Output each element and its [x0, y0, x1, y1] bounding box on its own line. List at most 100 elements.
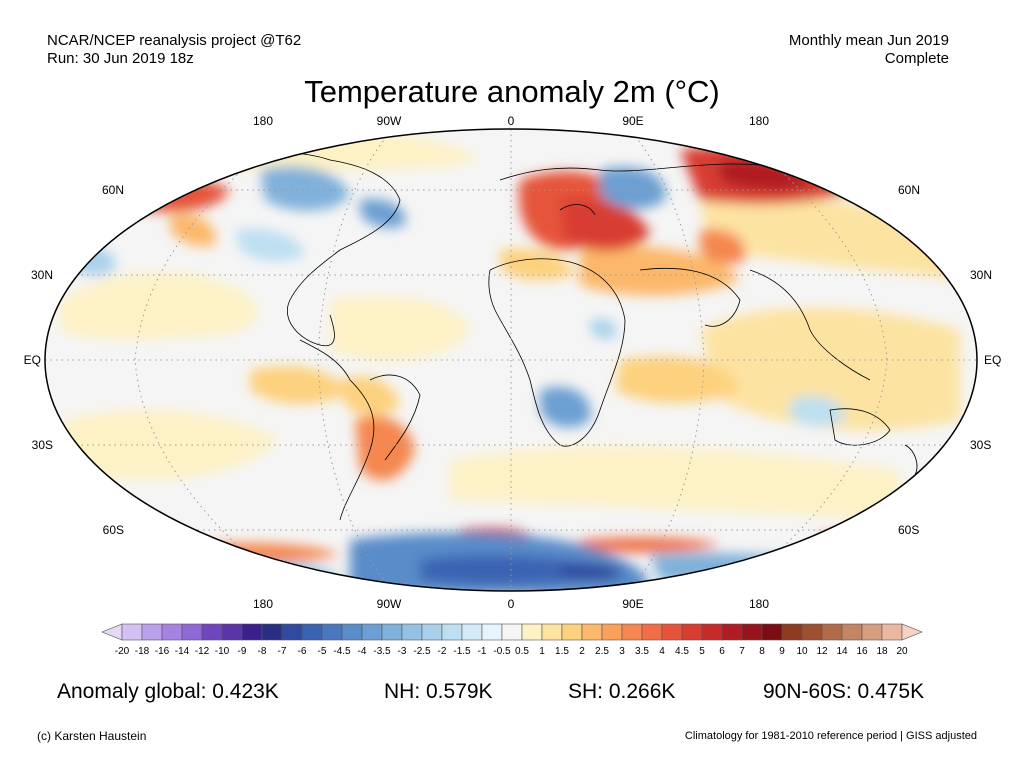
colorbar-tick-label: 1.5	[555, 646, 569, 657]
top-lon-label: 90W	[376, 114, 402, 128]
colorbar-swatch	[521, 623, 543, 641]
left-lat-label: EQ	[23, 353, 41, 367]
colorbar-swatch	[861, 623, 883, 641]
nh-anomaly: NH: 0.579K	[384, 680, 493, 703]
colorbar-swatch	[581, 623, 603, 641]
colorbar-tick-label: -6	[297, 646, 307, 657]
colorbar-tick-label: 2	[579, 646, 585, 657]
colorbar-swatch	[781, 623, 803, 641]
colorbar-tick-label: 14	[836, 646, 848, 657]
colorbar-swatch	[541, 623, 563, 641]
status-line: Complete	[884, 50, 949, 67]
colorbar-tick-label: 16	[856, 646, 868, 657]
colorbar-swatch	[421, 623, 443, 641]
left-lat-label: 60S	[102, 523, 124, 537]
colorbar-tick-label: 5	[699, 646, 705, 657]
colorbar-tick-label: 9	[779, 646, 785, 657]
colorbar-swatch	[821, 623, 843, 641]
colorbar-tick-label: 3.5	[635, 646, 649, 657]
colorbar-tick-label: -3.5	[373, 646, 391, 657]
bottom-lon-label: 180	[748, 597, 770, 611]
bottom-lon-label: 0	[507, 597, 515, 611]
globe-outline	[44, 128, 978, 592]
colorbar-swatch	[321, 623, 343, 641]
colorbar-tick-label: -14	[174, 646, 190, 657]
colorbar-tick-label: -18	[134, 646, 150, 657]
top-lon-label: 180	[252, 114, 274, 128]
colorbar-swatch	[381, 623, 403, 641]
colorbar-tick-label: 18	[876, 646, 888, 657]
colorbar-swatch	[221, 623, 243, 641]
colorbar-tick-label: -2.5	[413, 646, 431, 657]
colorbar-swatch	[461, 623, 483, 641]
right-lat-label: 30N	[970, 268, 993, 282]
right-lat-label: 60S	[898, 523, 920, 537]
colorbar-swatch	[501, 623, 523, 641]
colorbar-swatch	[741, 623, 763, 641]
colorbar-tick-label: 12	[816, 646, 828, 657]
left-lat-label: 60N	[101, 183, 124, 197]
colorbar-tick-label: -8	[257, 646, 267, 657]
top-lon-label: 180	[748, 114, 770, 128]
colorbar-swatch	[841, 623, 863, 641]
colorbar-swatch	[481, 623, 503, 641]
colorbar-tick-label: -1	[477, 646, 487, 657]
colorbar-tick-label: -12	[194, 646, 210, 657]
colorbar-tick-label: -4	[357, 646, 367, 657]
colorbar-swatch	[441, 623, 463, 641]
right-lat-label: 30S	[970, 438, 992, 452]
colorbar-swatch	[401, 623, 423, 641]
colorbar-tick-label: -20	[114, 646, 130, 657]
colorbar-swatch	[641, 623, 663, 641]
left-lat-label: 30N	[30, 268, 53, 282]
top-lon-label: 0	[507, 114, 515, 128]
colorbar-tick-label: 0.5	[515, 646, 529, 657]
source-line: NCAR/NCEP reanalysis project @T62	[47, 32, 302, 49]
right-lat-label: EQ	[984, 353, 1002, 367]
colorbar-tick-label: -9	[237, 646, 247, 657]
colorbar-tick-label: -4.5	[333, 646, 351, 657]
colorbar-swatch	[261, 623, 283, 641]
sh-anomaly: SH: 0.266K	[568, 680, 676, 703]
colorbar-tick-label: -0.5	[493, 646, 511, 657]
bottom-lon-label: 90E	[622, 597, 644, 611]
bottom-lon-label: 180	[252, 597, 274, 611]
colorbar-swatch	[141, 623, 163, 641]
bottom-lon-label: 90W	[376, 597, 402, 611]
arctic-anomaly: 90N-60S: 0.475K	[763, 680, 925, 703]
colorbar-swatch	[241, 623, 263, 641]
period-line: Monthly mean Jun 2019	[788, 32, 949, 49]
colorbar-swatch	[301, 623, 323, 641]
colorbar-tick-label: -2	[437, 646, 447, 657]
colorbar-swatch	[881, 623, 903, 641]
colorbar-swatch	[561, 623, 583, 641]
climatology-note: Climatology for 1981-2010 reference peri…	[684, 730, 977, 742]
colorbar-max-arrow	[901, 623, 923, 641]
colorbar-tick-label: 20	[896, 646, 908, 657]
credit-text: (c) Karsten Haustein	[37, 729, 147, 743]
colorbar-swatch	[681, 623, 703, 641]
left-lat-label: 30S	[31, 438, 53, 452]
right-lat-label: 60N	[898, 183, 921, 197]
colorbar-tick-label: 1	[539, 646, 545, 657]
colorbar-swatch	[161, 623, 183, 641]
colorbar-swatch	[201, 623, 223, 641]
colorbar-swatch	[721, 623, 743, 641]
colorbar-min-arrow	[101, 623, 123, 641]
colorbar-swatch	[361, 623, 383, 641]
colorbar-swatch	[801, 623, 823, 641]
colorbar-swatch	[761, 623, 783, 641]
colorbar-swatch	[701, 623, 723, 641]
colorbar-tick-label: -10	[214, 646, 230, 657]
colorbar-swatch	[621, 623, 643, 641]
colorbar-tick-label: 6	[719, 646, 725, 657]
colorbar-tick-label: 2.5	[595, 646, 609, 657]
global-anomaly: Anomaly global: 0.423K	[57, 680, 279, 703]
colorbar-swatch	[121, 623, 143, 641]
run-line: Run: 30 Jun 2019 18z	[47, 50, 194, 67]
anomaly-field	[60, 129, 960, 591]
colorbar-tick-label: -7	[277, 646, 287, 657]
colorbar-tick-label: 3	[619, 646, 625, 657]
graticule	[45, 129, 977, 591]
